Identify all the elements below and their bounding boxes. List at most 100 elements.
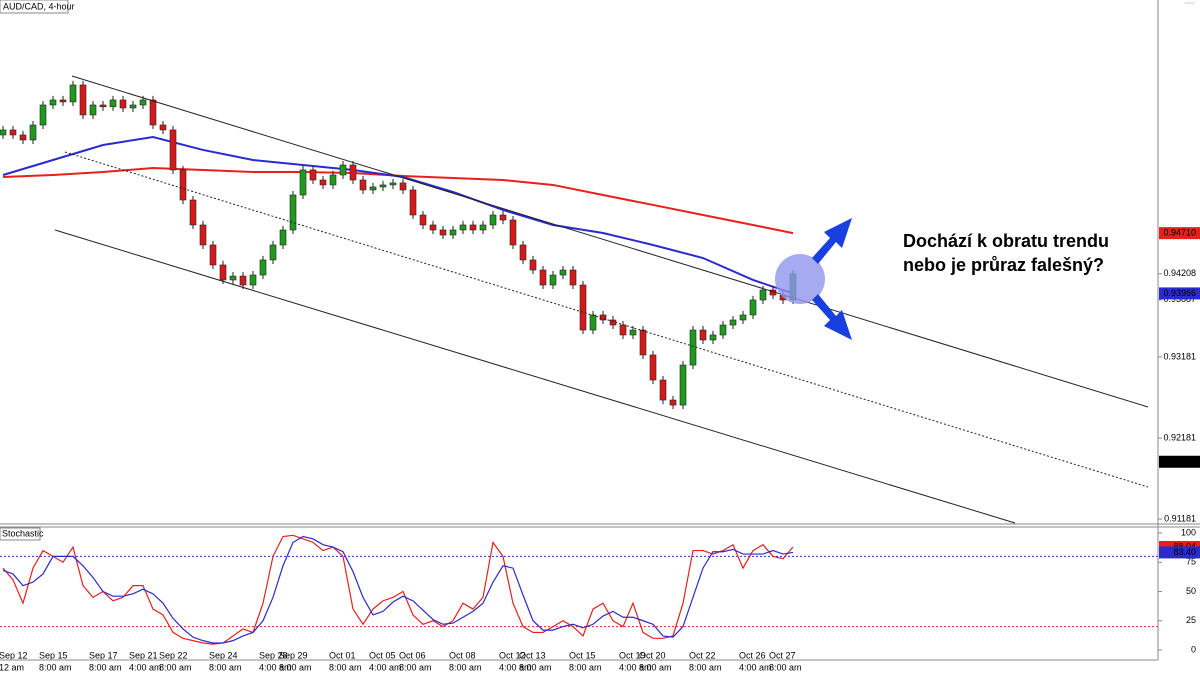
candle-body	[729, 319, 737, 326]
candle-body	[389, 182, 397, 186]
candle-body	[39, 104, 47, 126]
x-tick-label: 8:00 am	[689, 662, 722, 672]
y-tick-label: 0.92181	[1163, 432, 1196, 442]
candle-body	[479, 224, 487, 231]
moving-average	[2, 135, 794, 295]
x-tick-label: Oct 08	[449, 650, 476, 660]
candle-body	[749, 299, 757, 316]
candle-body	[169, 129, 177, 171]
candle-body	[149, 99, 157, 126]
x-tick-label: 4:00 am	[259, 662, 292, 672]
candle-body	[409, 189, 417, 216]
x-tick-label: 8:00 am	[639, 662, 672, 672]
candle-body	[509, 219, 517, 246]
candle-body	[299, 169, 307, 196]
x-tick-label: 8:00 am	[569, 662, 602, 672]
moving-average	[2, 167, 794, 235]
candle-body	[269, 244, 277, 261]
arrow-up	[812, 218, 852, 264]
title-box	[0, 0, 69, 14]
x-tick-label: 8:00 am	[399, 662, 432, 672]
price-marker-label: 0.91888	[1163, 456, 1196, 466]
arrow-down	[812, 294, 852, 340]
candle-body	[709, 334, 717, 341]
arrows	[812, 218, 852, 340]
price-marker-label: 0.93966	[1163, 288, 1196, 298]
x-tick-label: 4:00 am	[499, 662, 532, 672]
x-tick-label: 8:00 am	[279, 662, 312, 672]
candle-body	[349, 164, 357, 181]
candle-body	[659, 379, 667, 401]
candle-body	[459, 224, 467, 231]
x-tick-label: Sep 24	[209, 650, 238, 660]
candle-body	[159, 124, 167, 131]
candle-body	[689, 329, 697, 366]
candle-body	[189, 199, 197, 226]
price-marker-label: 88.04	[1173, 541, 1196, 551]
x-tick-label: 8:00 am	[519, 662, 552, 672]
candle-body	[49, 99, 57, 106]
x-tick-label: 8:00 am	[209, 662, 242, 672]
candle-body	[439, 229, 447, 236]
stochastic-line	[2, 535, 794, 644]
x-tick-label: Sep 28	[259, 650, 288, 660]
x-tick-label: 4:00 am	[129, 662, 162, 672]
x-tick-label: 8:00 am	[39, 662, 72, 672]
candle-body	[369, 186, 377, 191]
candle-body	[589, 314, 597, 331]
candle-body	[279, 229, 287, 246]
candle-body	[109, 99, 117, 108]
annotation-line: Dochází k obratu trendu	[903, 231, 1109, 251]
plot-layer: 0.91181 0.92181 0.93181 Sep 12 12 am Sep 15 8:…	[0, 80, 1200, 672]
candle-body	[29, 124, 37, 141]
candle-body	[119, 99, 127, 109]
candle-body	[429, 224, 437, 231]
candle-body	[739, 314, 747, 321]
title-box	[0, 527, 41, 541]
x-tick-label: Oct 05	[369, 650, 396, 660]
x-tick-label: Sep 21	[129, 650, 158, 660]
candle-body	[639, 329, 647, 356]
annotation-line: nebo je průraz falešný?	[903, 255, 1104, 275]
candle-body	[759, 289, 767, 301]
x-tick-label: Oct 12	[499, 650, 526, 660]
candle-body	[569, 269, 577, 286]
candle-body	[719, 324, 727, 336]
x-tick-label: Oct 20	[639, 650, 666, 660]
price-marker-label: 0.94710	[1163, 228, 1196, 238]
candle-body	[649, 354, 657, 381]
candle-body	[699, 329, 707, 341]
candle-body	[519, 244, 527, 261]
x-tick-label: Oct 01	[329, 650, 356, 660]
candle-body	[579, 284, 587, 331]
candle-body	[99, 104, 107, 108]
x-tick-label: 8:00 am	[89, 662, 122, 672]
y-tick-label: 0.91181	[1164, 513, 1196, 523]
x-tick-label: Oct 13	[519, 650, 546, 660]
channel-middle	[64, 151, 1149, 488]
panel-title: Stochastic	[2, 528, 44, 538]
price-marker-box	[1159, 546, 1200, 559]
candle-body	[239, 275, 247, 286]
price-marker-box	[1159, 227, 1200, 240]
candle-body	[669, 399, 677, 406]
candle-body	[559, 269, 567, 276]
y-tick-label: 50	[1186, 586, 1196, 596]
candle-body	[129, 104, 137, 109]
x-tick-label: Sep 15	[39, 650, 68, 660]
candle-body	[209, 244, 217, 266]
candle-body	[199, 224, 207, 246]
candle-body	[249, 274, 257, 286]
x-tick-label: Oct 27	[769, 650, 796, 660]
price-marker-label: 83.40	[1173, 547, 1196, 557]
x-tick-label: 8:00 am	[159, 662, 192, 672]
stochastic-line	[2, 534, 794, 645]
price-marker-label: 0.94208	[1163, 268, 1196, 278]
x-tick-label: 8:00 am	[449, 662, 482, 672]
candle-body	[19, 134, 27, 141]
candle-body	[79, 84, 87, 116]
x-tick-label: 4:00 am	[739, 662, 772, 672]
candle-body	[529, 259, 537, 271]
